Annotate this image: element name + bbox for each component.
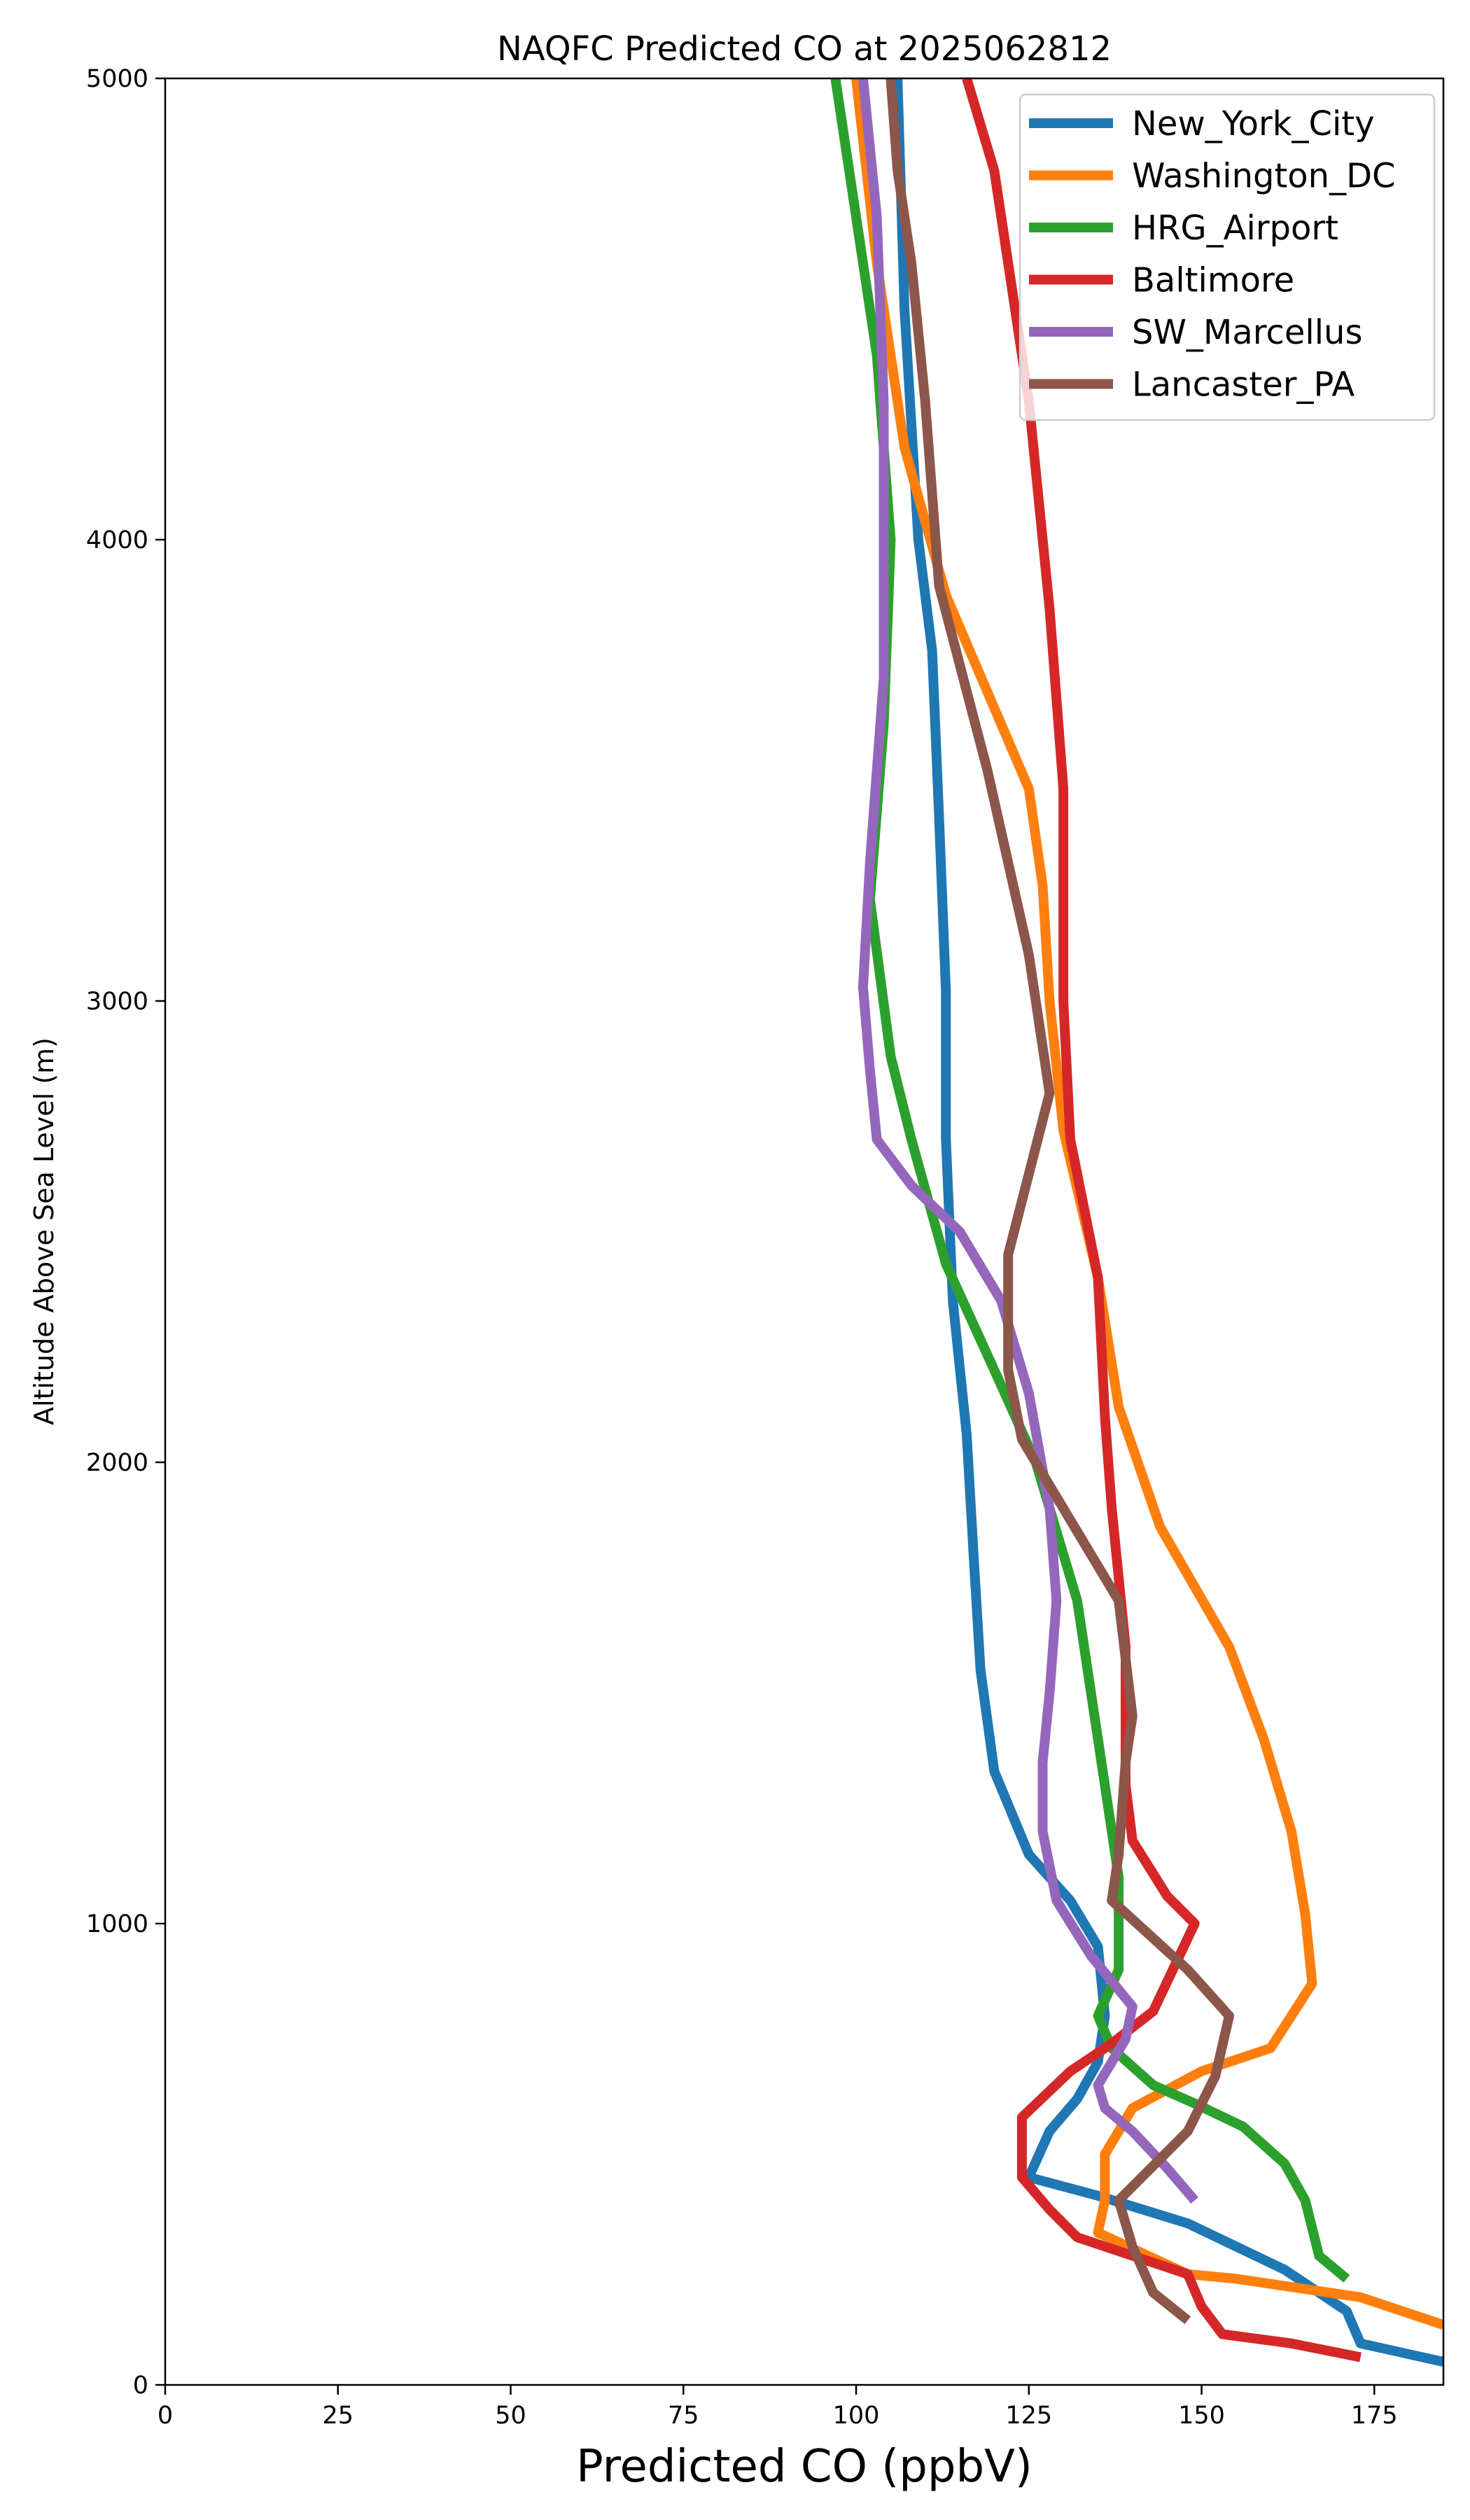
y-tick-label: 4000 <box>86 526 148 554</box>
series-layer <box>830 78 1443 2367</box>
y-axis-label: Altitude Above Sea Level (m) <box>29 1037 59 1425</box>
legend-label: Washington_DC <box>1132 157 1396 196</box>
series-line-sw-marcellus <box>858 78 1199 2204</box>
legend-label: New_York_City <box>1132 104 1375 144</box>
x-axis-ticks: 0 25 50 75 100 125 150 175 <box>158 2385 1398 2430</box>
x-tick-label: 0 <box>158 2402 173 2430</box>
y-tick-label: 5000 <box>86 65 148 93</box>
y-tick-label: 3000 <box>86 988 148 1016</box>
x-tick-label: 175 <box>1351 2402 1398 2430</box>
y-tick-label: 0 <box>133 2372 148 2400</box>
series-line-washington-dc <box>851 78 1443 2330</box>
chart-title: NAQFC Predicted CO at 2025062812 <box>497 29 1112 69</box>
legend-box <box>1018 93 1436 421</box>
legend-label: SW_Marcellus <box>1132 313 1362 352</box>
x-tick-label: 125 <box>1005 2402 1052 2430</box>
series-line-lancaster-pa <box>886 78 1234 2325</box>
x-axis-label: Predicted CO (ppbV) <box>576 2441 1032 2493</box>
x-tick-label: 150 <box>1178 2402 1225 2430</box>
plot-area-frame <box>164 77 1445 2386</box>
x-tick-label: 25 <box>322 2402 354 2430</box>
legend: New_York_City Washington_DC HRG_Airport Bal… <box>1018 93 1436 421</box>
y-tick-label: 2000 <box>86 1449 148 1477</box>
legend-label: Lancaster_PA <box>1132 365 1354 405</box>
legend-label: HRG_Airport <box>1132 209 1338 248</box>
x-tick-label: 75 <box>668 2402 699 2430</box>
x-tick-label: 50 <box>495 2402 526 2430</box>
x-tick-label: 100 <box>833 2402 880 2430</box>
y-axis-ticks: 0 1000 2000 3000 4000 5000 <box>86 65 165 2400</box>
y-tick-label: 1000 <box>86 1910 148 1938</box>
legend-label: Baltimore <box>1132 261 1294 300</box>
